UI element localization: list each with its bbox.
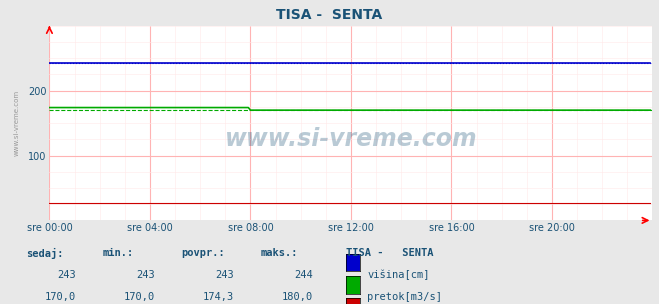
Text: 243: 243 [136, 270, 155, 280]
Text: 243: 243 [57, 270, 76, 280]
Text: www.si-vreme.com: www.si-vreme.com [225, 127, 477, 151]
Text: 243: 243 [215, 270, 234, 280]
Text: pretok[m3/s]: pretok[m3/s] [367, 292, 442, 302]
Text: 170,0: 170,0 [124, 292, 155, 302]
Text: višina[cm]: višina[cm] [367, 270, 430, 280]
Text: 244: 244 [295, 270, 313, 280]
Text: povpr.:: povpr.: [181, 248, 225, 258]
Text: 170,0: 170,0 [45, 292, 76, 302]
Text: maks.:: maks.: [260, 248, 298, 258]
Text: TISA -  SENTA: TISA - SENTA [276, 8, 383, 22]
Text: 174,3: 174,3 [203, 292, 234, 302]
Text: 180,0: 180,0 [282, 292, 313, 302]
Text: TISA -   SENTA: TISA - SENTA [346, 248, 434, 258]
Text: www.si-vreme.com: www.si-vreme.com [13, 90, 19, 156]
Text: sedaj:: sedaj: [26, 248, 64, 259]
Text: min.:: min.: [102, 248, 133, 258]
